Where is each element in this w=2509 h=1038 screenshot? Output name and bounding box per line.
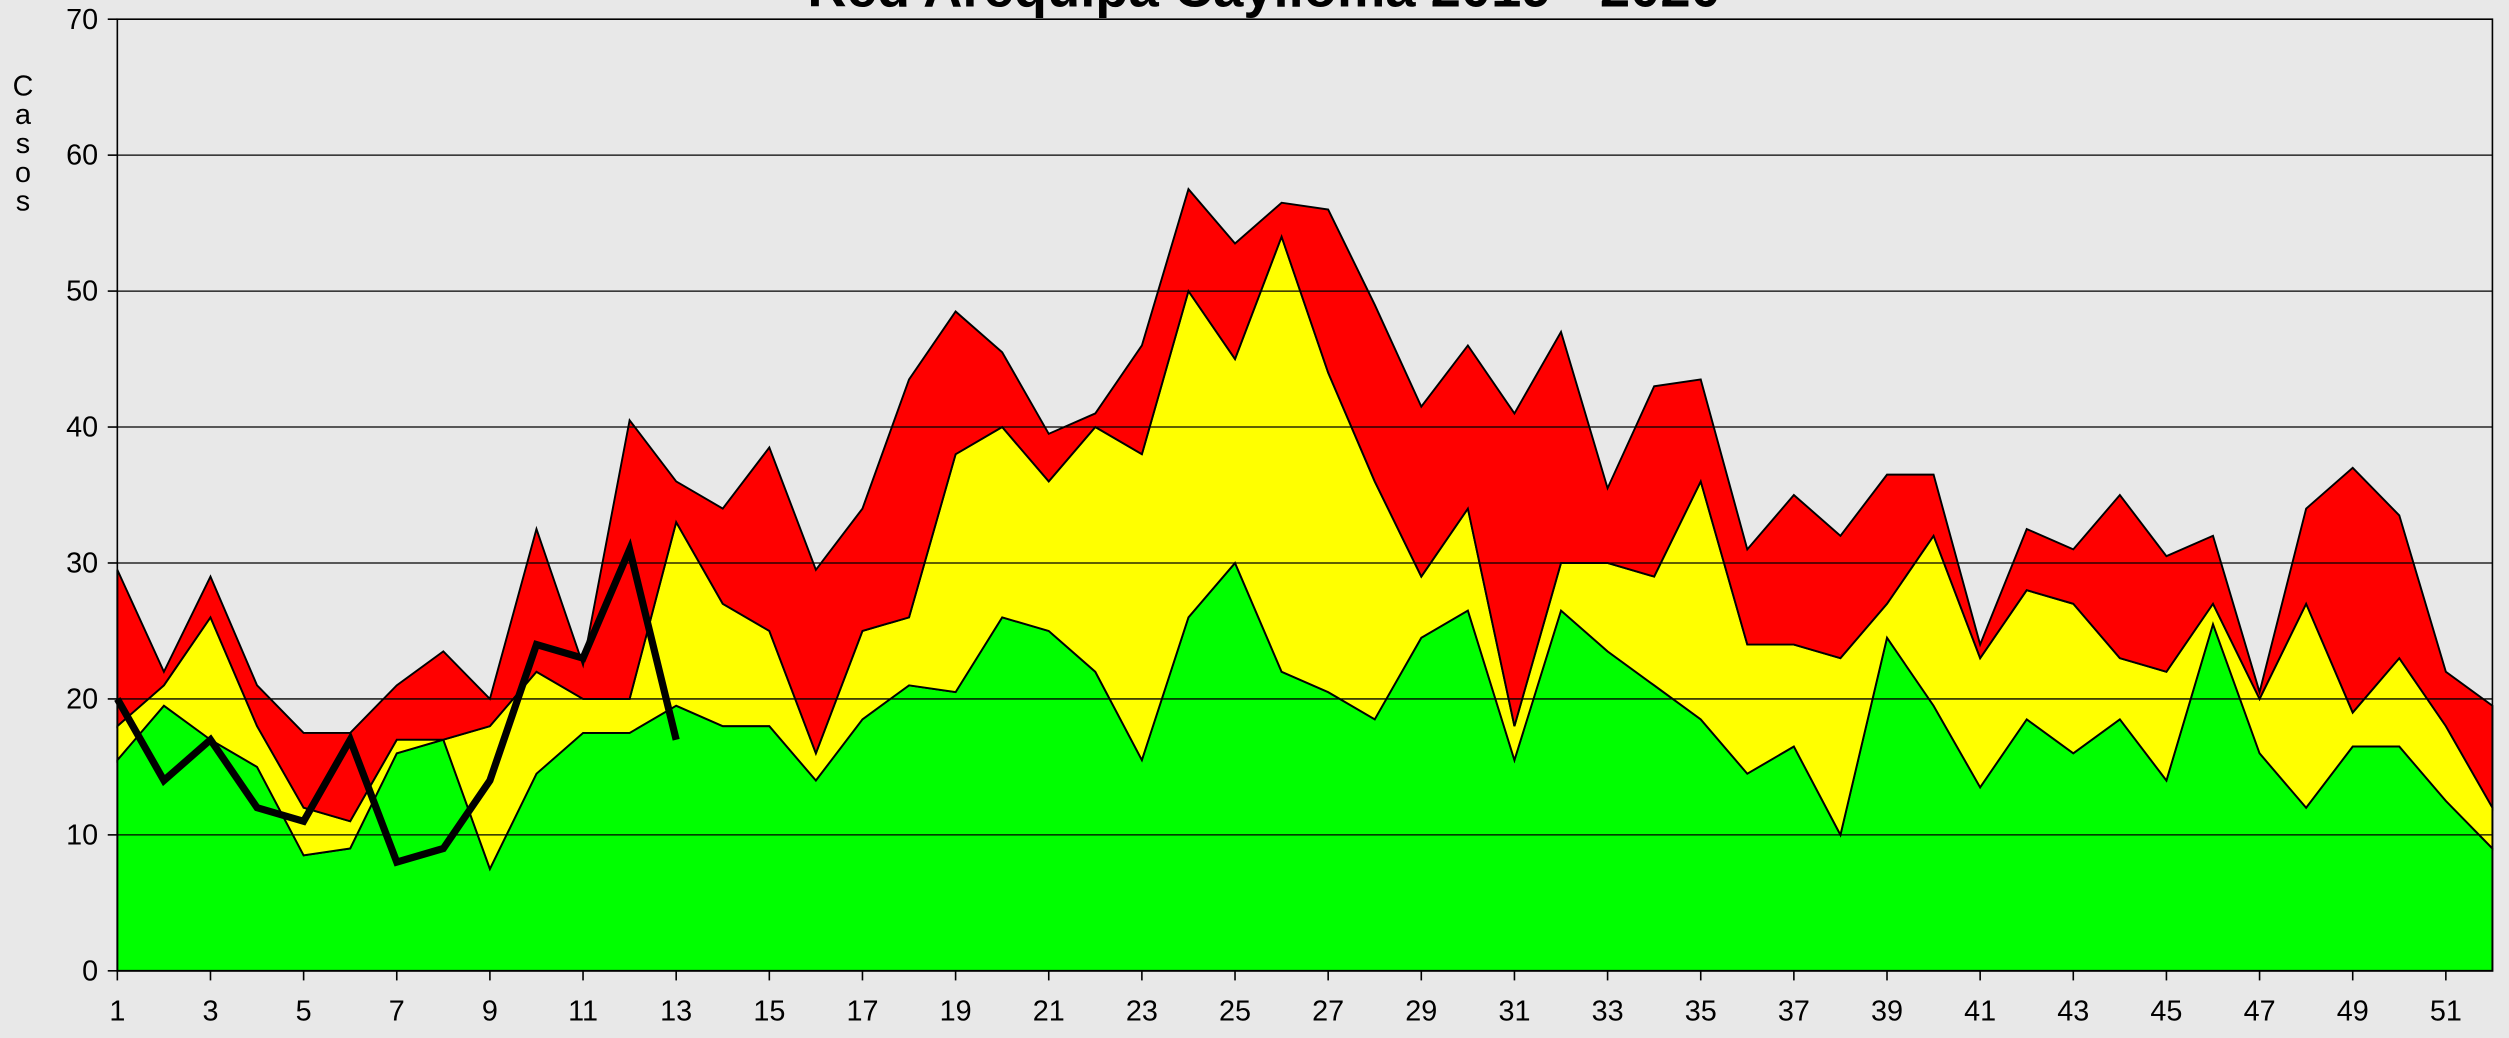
y-tick-label: 10 [66, 819, 98, 851]
y-tick-label: 0 [82, 955, 98, 987]
x-tick-label: 43 [2057, 995, 2089, 1027]
x-tick-label: 33 [1592, 995, 1624, 1027]
x-tick-label: 27 [1312, 995, 1344, 1027]
plot-frame [116, 18, 2494, 972]
x-tick-label: 21 [1033, 995, 1065, 1027]
x-tick-label: 11 [568, 995, 598, 1027]
x-tick-label: 29 [1405, 995, 1437, 1027]
x-tick-label: 47 [2244, 995, 2276, 1027]
x-tick-label: 15 [753, 995, 785, 1027]
x-tick-label: 31 [1498, 995, 1530, 1027]
x-tick-label: 39 [1871, 995, 1903, 1027]
x-tick-label: 7 [389, 995, 405, 1027]
x-tick-label: 51 [2430, 995, 2462, 1027]
x-tick-label: 25 [1219, 995, 1251, 1027]
y-tick-label: 50 [66, 276, 98, 308]
line [114, 538, 680, 867]
x-tick-label: 13 [660, 995, 692, 1027]
x-tick-label: 45 [2150, 995, 2182, 1027]
x-tick-label: 35 [1685, 995, 1717, 1027]
x-tick-label: 1 [109, 995, 125, 1027]
x-tick-label: 9 [482, 995, 498, 1027]
x-tick-label: 19 [940, 995, 972, 1027]
y-tick-label: 60 [66, 140, 98, 172]
x-tick-label: 41 [1964, 995, 1996, 1027]
x-tick-label: 17 [846, 995, 878, 1027]
y-axis-label: Casos [7, 70, 39, 214]
x-tick-label: 49 [2337, 995, 2369, 1027]
x-tick-label: 5 [296, 995, 312, 1027]
x-tick-label: 23 [1126, 995, 1158, 1027]
x-tick-label: 3 [202, 995, 218, 1027]
y-tick-label: 70 [66, 4, 98, 36]
y-tick-label: 20 [66, 684, 98, 716]
y-tick-label: 30 [66, 548, 98, 580]
chart-title: Red Arequipa Caylloma 2019 - 2020 [807, 0, 1720, 18]
y-tick-label: 40 [66, 412, 98, 444]
x-tick-label: 37 [1778, 995, 1810, 1027]
